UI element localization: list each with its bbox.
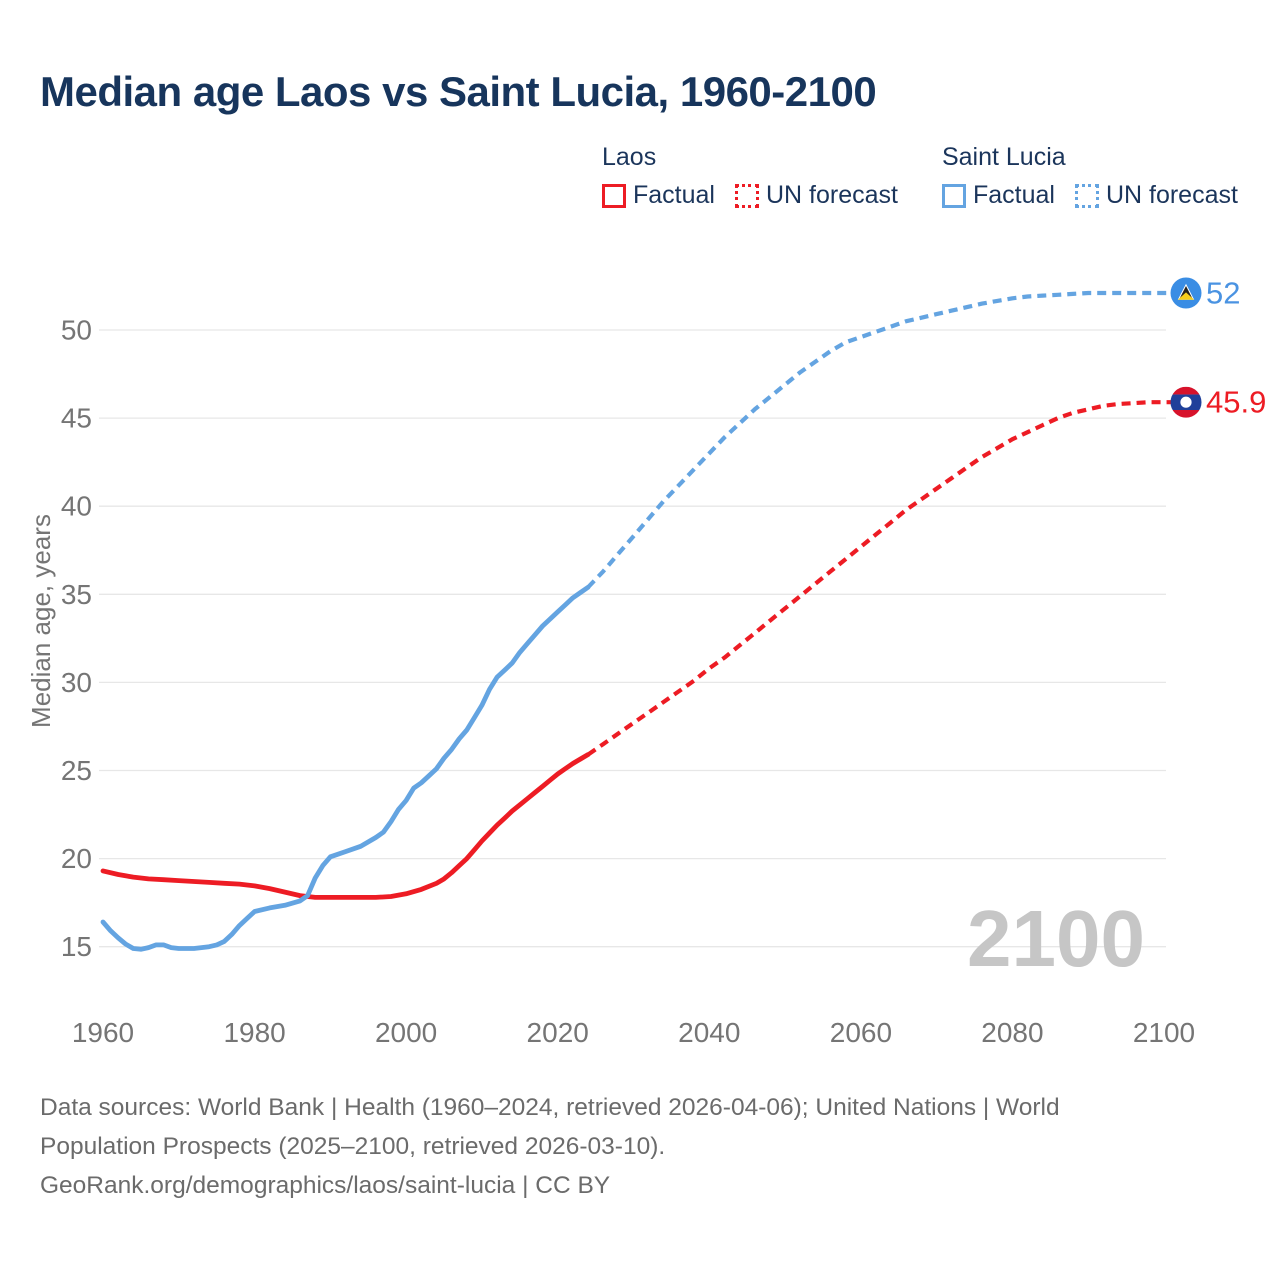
footer-data-sources-line-2: Population Prospects (2025–2100, retriev… <box>40 1133 666 1160</box>
y-tick-label: 40 <box>61 491 92 522</box>
legend-swatch-solid-icon <box>602 183 626 208</box>
y-tick-label: 15 <box>61 931 92 962</box>
x-tick-label: 1980 <box>223 1017 285 1048</box>
end-value-label-saint-lucia: 52 <box>1206 276 1240 311</box>
y-tick-label: 30 <box>61 667 92 698</box>
legend-item-label: Factual <box>972 181 1055 209</box>
series-line-saint-lucia-factual <box>100 584 591 952</box>
series-line-laos-forecast <box>586 400 1172 757</box>
legend-swatch-dotted-icon <box>1074 183 1099 208</box>
x-tick-label: 2060 <box>830 1017 892 1048</box>
legend-swatch-solid-icon <box>941 183 966 208</box>
legend-item-label: Factual <box>633 181 715 209</box>
legend-group-label: Saint Lucia <box>941 143 1066 171</box>
legend-group-label: Laos <box>602 143 657 171</box>
x-tick-label: 1960 <box>72 1017 134 1048</box>
legend-item-laos-un-forecast[interactable]: UN forecast <box>734 181 898 210</box>
footer-data-sources-line-1: Data sources: World Bank | Health (1960–… <box>40 1094 1060 1121</box>
y-tick-label: 20 <box>61 843 92 874</box>
y-axis-title: Median age, years <box>26 514 56 728</box>
x-tick-label: 2040 <box>678 1017 740 1048</box>
y-tick-label: 45 <box>61 403 92 434</box>
x-tick-label: 2080 <box>981 1017 1043 1048</box>
legend-swatch-dotted-icon <box>734 183 759 208</box>
legend-item-saint-lucia-un-forecast[interactable]: UN forecast <box>1074 181 1238 210</box>
page-title: Median age Laos vs Saint Lucia, 1960-210… <box>40 68 877 115</box>
x-tick-label: 2020 <box>527 1017 589 1048</box>
x-tick-label: 2100 <box>1133 1017 1195 1048</box>
x-tick-label: 2000 <box>375 1017 437 1048</box>
legend-items-row: Factual UN forecast <box>602 181 898 210</box>
footer-attribution-link: GeoRank.org/demographics/laos/saint-luci… <box>40 1172 611 1199</box>
y-tick-label: 25 <box>61 755 92 786</box>
footer: Data sources: World Bank | Health (1960–… <box>40 1088 1240 1205</box>
laos-flag-icon <box>1170 386 1202 418</box>
y-tick-label: 50 <box>61 315 92 346</box>
legend-items-row: Factual UN forecast <box>941 181 1238 210</box>
saint-lucia-flag-icon <box>1170 277 1202 309</box>
legend-item-label: UN forecast <box>765 181 898 209</box>
legend-item-saint-lucia-factual[interactable]: Factual <box>941 181 1055 210</box>
y-tick-label: 35 <box>61 579 92 610</box>
legend-group-saint-lucia: Saint Lucia Factual UN forecast <box>941 143 1238 210</box>
series-line-saint-lucia-forecast <box>586 290 1172 589</box>
legend-group-laos: Laos Factual UN forecast <box>602 144 898 210</box>
end-value-label-laos: 45.9 <box>1206 385 1266 420</box>
legend: Laos Factual UN forecast Saint Lucia Factual… <box>602 144 1238 210</box>
series-line-laos-factual <box>100 752 591 900</box>
legend-item-laos-factual[interactable]: Factual <box>602 181 715 210</box>
legend-item-label: UN forecast <box>1105 181 1238 209</box>
year-watermark: 2100 <box>967 894 1145 983</box>
